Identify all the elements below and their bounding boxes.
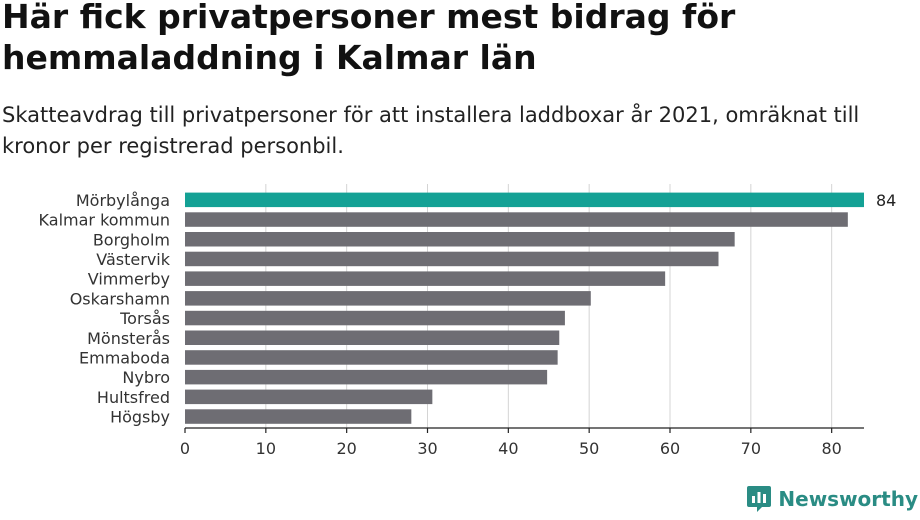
value-labels: 84 xyxy=(876,191,896,210)
bar xyxy=(185,389,433,405)
category-label: Mörbylånga xyxy=(76,191,170,210)
category-label: Nybro xyxy=(122,368,170,387)
bar xyxy=(185,192,864,208)
bar xyxy=(185,310,565,326)
value-label: 84 xyxy=(876,191,896,210)
bar xyxy=(185,350,558,365)
category-label: Borgholm xyxy=(93,230,170,249)
category-label: Oskarshamn xyxy=(70,289,170,308)
category-label: Emmaboda xyxy=(79,348,170,367)
x-tick-label: 0 xyxy=(180,439,190,458)
brand-name: Newsworthy xyxy=(778,487,918,511)
x-tick-label: 50 xyxy=(579,439,599,458)
chart-subtitle: Skatteavdrag till privatpersoner för att… xyxy=(2,103,860,158)
category-label: Torsås xyxy=(119,309,170,328)
category-label: Hultsfred xyxy=(97,388,170,407)
category-label: Vimmerby xyxy=(88,270,170,289)
chart-title: Här fick privatpersoner mest bidrag för … xyxy=(2,0,736,77)
x-tick-label: 10 xyxy=(256,439,276,458)
x-tick-label: 80 xyxy=(821,439,841,458)
x-axis: 0 10 20 30 40 50 60 70 80 xyxy=(180,427,864,458)
newsworthy-logo-icon xyxy=(747,486,772,512)
x-tick-label: 30 xyxy=(417,439,437,458)
category-label: Mönsterås xyxy=(87,329,170,348)
bar xyxy=(185,369,548,385)
brand-logo: Newsworthy xyxy=(746,484,918,514)
category-label: Västervik xyxy=(96,250,170,269)
bar xyxy=(185,409,412,424)
x-tick-label: 60 xyxy=(660,439,680,458)
bar xyxy=(185,291,591,306)
x-tick-label: 70 xyxy=(741,439,761,458)
bars xyxy=(185,192,864,424)
category-label: Högsby xyxy=(110,408,170,427)
bar xyxy=(185,212,848,227)
bar xyxy=(185,232,735,247)
x-tick-label: 20 xyxy=(336,439,356,458)
bar xyxy=(185,251,719,267)
category-label: Kalmar kommun xyxy=(39,211,170,230)
bar xyxy=(185,330,560,345)
x-tick-label: 40 xyxy=(498,439,518,458)
bar xyxy=(185,271,666,286)
